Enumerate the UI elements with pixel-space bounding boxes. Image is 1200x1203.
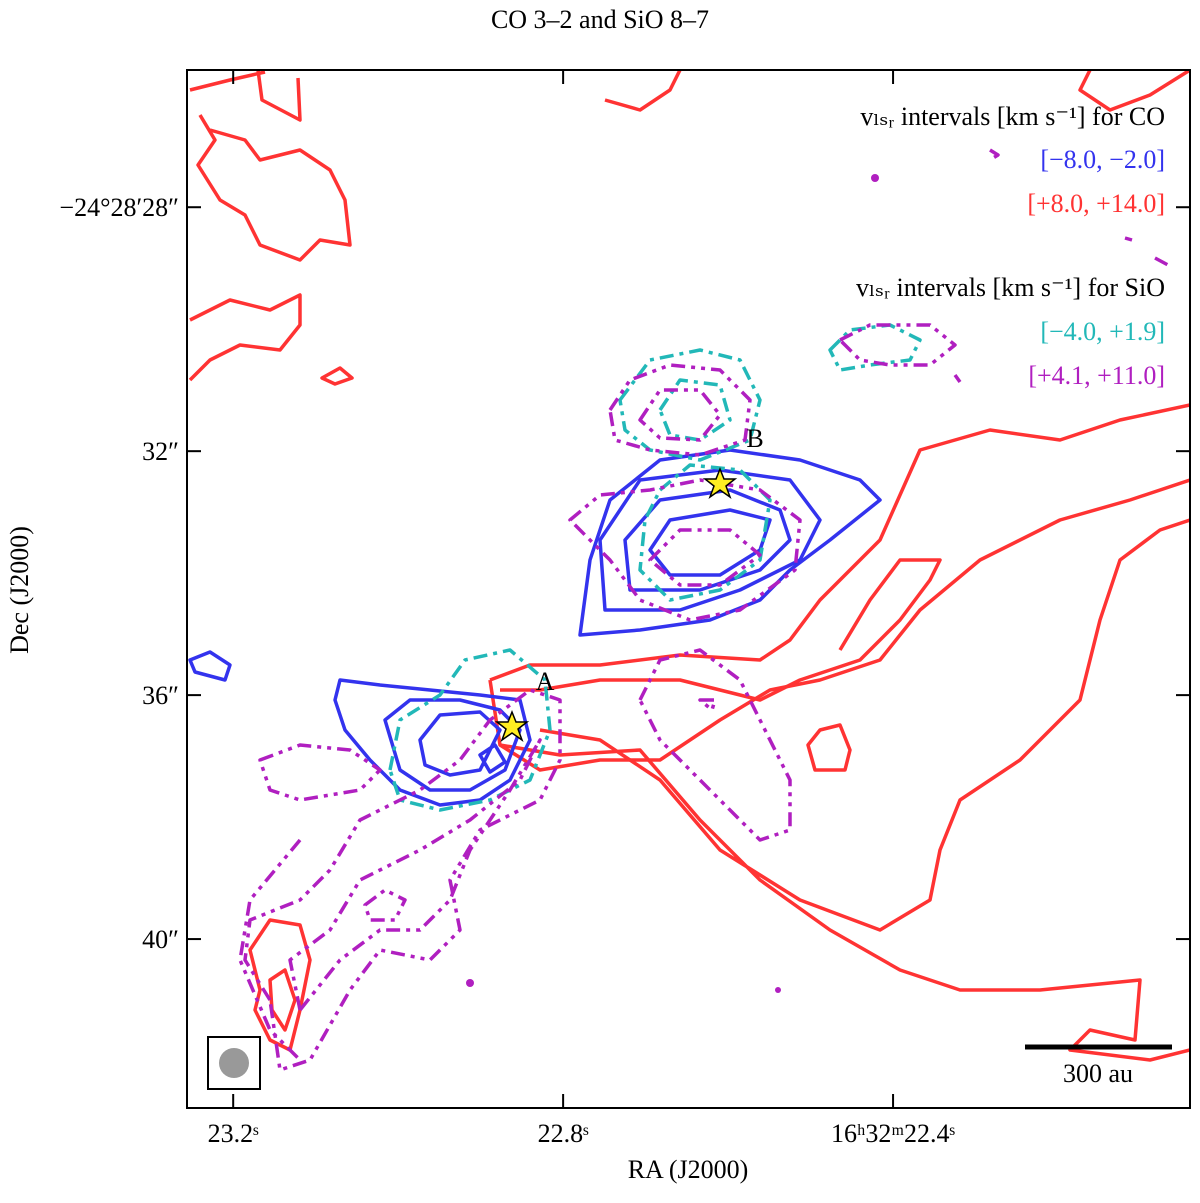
- contour: [388, 648, 552, 812]
- legend-entry: [−4.0, +1.9]: [1040, 317, 1165, 346]
- y-tick-label: 32″: [142, 437, 179, 466]
- contour: [188, 650, 232, 682]
- contour: [189, 70, 352, 262]
- legend-entry: [−8.0, −2.0]: [1040, 145, 1165, 174]
- contour: [871, 174, 879, 182]
- y-tick-label: 40″: [142, 925, 179, 954]
- star: [494, 709, 530, 742]
- contour: [243, 688, 562, 1072]
- x-tick-label: 16ʰ32ᵐ22.4ˢ: [831, 1119, 956, 1148]
- star: [702, 466, 738, 499]
- contour: [806, 723, 852, 772]
- annotation: B: [746, 424, 763, 453]
- contour: [188, 293, 302, 382]
- contour: [604, 70, 1190, 112]
- x-tick-label: 22.8ˢ: [538, 1119, 590, 1148]
- legend-title: vₗₛᵣ intervals [km s⁻¹] for CO: [860, 102, 1165, 131]
- contour: [333, 678, 532, 807]
- beam-box: [207, 1036, 261, 1090]
- contour: [608, 363, 752, 457]
- legend-title: vₗₛᵣ intervals [km s⁻¹] for SiO: [856, 273, 1165, 302]
- contour: [320, 366, 354, 386]
- plot-frame: [186, 69, 1191, 1109]
- contour: [638, 648, 792, 842]
- y-tick-label: 36″: [142, 681, 179, 710]
- beam: [219, 1048, 249, 1078]
- contour: [828, 323, 922, 372]
- contours: [188, 70, 1190, 1072]
- legend-entry: [+4.1, +11.0]: [1028, 361, 1165, 390]
- contour: [638, 463, 772, 602]
- chart-title: CO 3–2 and SiO 8–7: [491, 5, 709, 34]
- legend-entry: [+8.0, +14.0]: [1027, 189, 1165, 218]
- annotation: A: [536, 667, 555, 696]
- x-axis-label: RA (J2000): [628, 1155, 749, 1184]
- contour: [466, 979, 474, 987]
- contour: [238, 743, 407, 1062]
- y-axis-label: Dec (J2000): [5, 526, 34, 654]
- contour: [775, 987, 781, 993]
- contour: [578, 448, 882, 637]
- contour: [488, 403, 1190, 772]
- contour: [499, 518, 1190, 1062]
- x-tick-label: 23.2ˢ: [208, 1119, 260, 1148]
- contour: [618, 348, 762, 462]
- y-tick-label: −24°28′28″: [59, 193, 179, 222]
- contour: [248, 918, 312, 1052]
- contour: [568, 478, 802, 622]
- contour: [838, 323, 957, 367]
- contour: [953, 148, 1169, 384]
- annotation: 300 au: [1063, 1059, 1133, 1088]
